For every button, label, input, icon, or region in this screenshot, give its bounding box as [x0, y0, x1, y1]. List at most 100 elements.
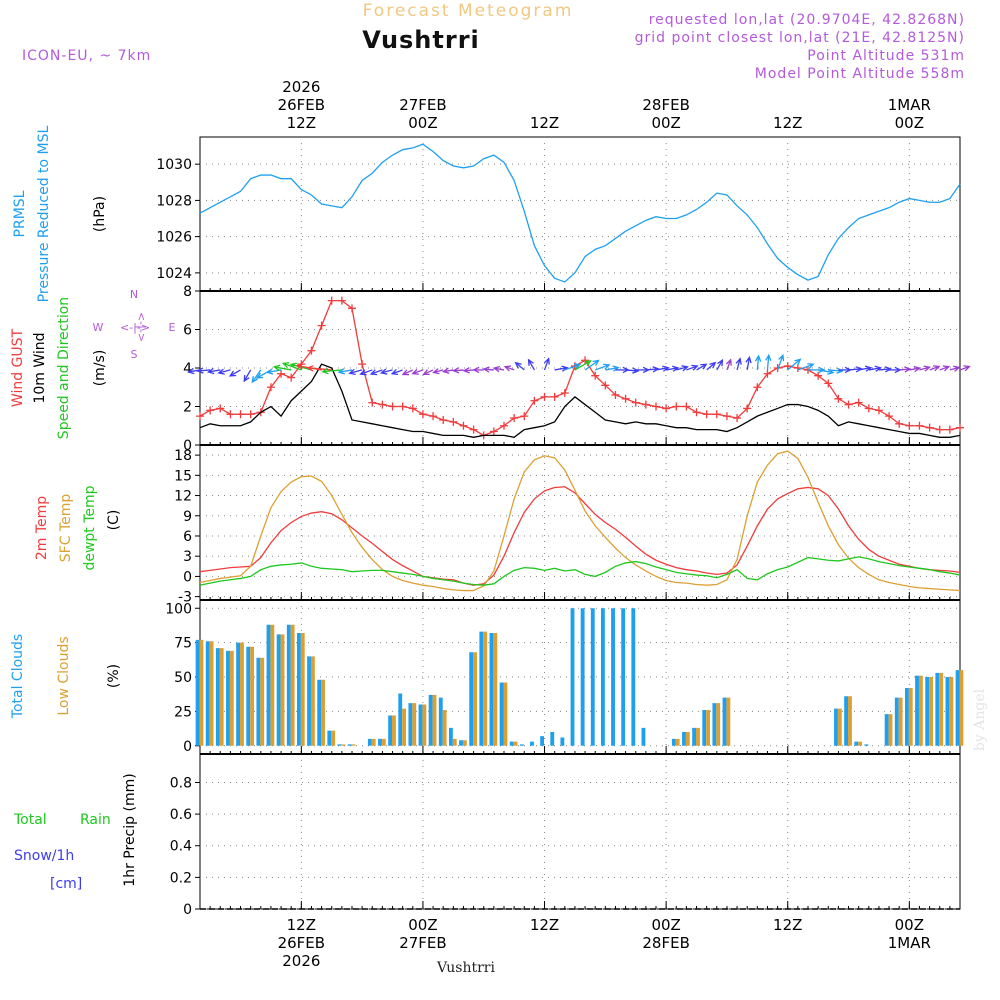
model-label: ICON-EU, ~ 7km	[22, 48, 151, 64]
low-clouds-bar	[848, 696, 852, 746]
wind-arrow	[858, 365, 873, 372]
wind-10m-label: 10m Wind	[32, 332, 48, 403]
wind-arrow	[411, 368, 424, 375]
total-clouds-bar	[712, 703, 717, 746]
wind-arrow-head	[482, 366, 490, 373]
total-clouds-bar	[428, 694, 433, 746]
wind-arrow-head	[904, 366, 912, 373]
wind-gust-point	[692, 408, 701, 417]
total-clouds-bar	[226, 650, 230, 746]
wind-arrow-head	[452, 367, 460, 374]
bottom-time-label: 12Z	[773, 916, 802, 934]
precipitation-ytick-label: 0.4	[170, 839, 192, 855]
wind-gust-point	[449, 417, 458, 426]
pressure-msl-label: Pressure Reduced to MSL	[36, 125, 52, 302]
wind-gust-point	[327, 296, 336, 305]
wind-arrow-shaft	[564, 363, 581, 371]
wind-speed-dir-label: Speed and Direction	[56, 297, 72, 439]
wind-arrow-head	[923, 365, 931, 372]
low-clouds-bar	[341, 744, 346, 746]
wind-arrow-head	[672, 365, 680, 372]
low-clouds-bar	[381, 738, 386, 746]
total-clouds-bar	[894, 697, 899, 746]
wind-arrow-head	[228, 370, 237, 377]
wind-arrow	[899, 366, 912, 373]
low-clouds-bar	[219, 648, 224, 746]
location-title: Vushtrri	[362, 26, 480, 54]
wind-arrow	[462, 367, 474, 374]
temperature-ytick-label: 0	[183, 569, 192, 585]
bottom-time-label: 12Z	[530, 916, 559, 934]
low-clouds-bar	[432, 694, 437, 746]
wind-gust-point	[317, 321, 326, 330]
wind-gust-point	[885, 412, 894, 421]
wind-ytick-label: 2	[183, 400, 192, 416]
wind-arrow-head	[874, 365, 883, 372]
temp-panel-label: 2m Temp SFC Temp dewpt Temp (C)	[34, 485, 122, 570]
wind-arrow	[289, 362, 312, 371]
wind-panel-label: Wind GUST 10m Wind Speed and Direction (…	[10, 297, 108, 439]
wind-arrow-head	[725, 358, 732, 366]
wind-arrow-head	[422, 369, 430, 376]
wind-arrow-head	[401, 369, 410, 376]
wind-gust-point	[743, 404, 752, 413]
wind-arrow	[696, 363, 708, 371]
total-clouds-bar	[641, 727, 646, 746]
temperature-ytick-label: 9	[183, 509, 192, 525]
total-clouds-bar	[296, 633, 301, 746]
wind-arrow-head	[681, 365, 689, 372]
low-clouds-bar	[898, 697, 903, 746]
wind-arrow	[929, 365, 941, 372]
wind-arrow	[217, 368, 231, 375]
pressure-panel-label: PRMSL Pressure Reduced to MSL (hPa)	[12, 125, 108, 302]
wind-arrow-head	[932, 365, 941, 372]
wind-gust-point	[540, 392, 549, 401]
wind-arrow-head	[913, 365, 922, 373]
temp-dewpt-label: dewpt Temp	[82, 485, 98, 570]
footer-location: Vushtrri	[436, 960, 495, 976]
low-clouds-bar	[260, 657, 265, 746]
wind-arrow-head	[503, 365, 512, 372]
chart-marks: 102410261028103002468-303691215180255075…	[156, 78, 971, 970]
wind-arrow	[390, 369, 403, 376]
wind-gust-point	[489, 427, 498, 436]
wind-arrow-head	[652, 366, 660, 373]
total-clouds-bar	[205, 641, 210, 746]
precipitation-frame	[199, 753, 961, 910]
wind-gust-point	[814, 371, 823, 380]
wind-arrow-shaft	[959, 365, 970, 371]
wind-arrow-shaft	[756, 355, 760, 370]
wind-arrow-head	[612, 365, 620, 372]
total-clouds-bar	[408, 703, 413, 746]
temperature-panel: -3 0 3 6 9 12 15 18	[174, 444, 961, 606]
wind-arrow	[401, 369, 414, 376]
wind-gust-point	[510, 414, 519, 423]
wind-arrow-shaft	[625, 369, 639, 372]
wind-arrow-shaft	[433, 369, 444, 374]
top-time-label: 26FEB	[278, 96, 325, 114]
wind-arrow	[514, 361, 525, 371]
snow-unit-label: [cm]	[50, 876, 82, 892]
wind-arrow-head	[735, 357, 742, 365]
low-clouds-bar	[371, 738, 376, 746]
temp-2m-label: 2m Temp	[34, 496, 50, 560]
wind-arrow-shaft	[696, 363, 707, 371]
clouds-ytick-label: 100	[165, 601, 192, 617]
wind-gust-label: Wind GUST	[10, 328, 26, 407]
wind-arrow-shaft	[402, 369, 414, 376]
wind-arrow	[472, 366, 484, 374]
top-time-label: 1MAR	[888, 96, 931, 114]
gridpoint-coords: grid point closest lon,lat (21E, 42.8125…	[635, 30, 965, 46]
snow-label: Snow/1h	[14, 848, 74, 864]
wind-arrow-shaft	[283, 362, 302, 371]
wind-gust-point	[773, 364, 782, 372]
total-clouds-bar	[276, 634, 281, 746]
wind-arrow-head	[818, 366, 826, 374]
wind-arrow	[527, 358, 535, 371]
compass-w: W	[93, 321, 104, 334]
wind-gust-point	[641, 400, 650, 409]
prmsl-line	[199, 143, 961, 283]
wind-arrow	[243, 369, 252, 383]
total-clouds-bar	[438, 697, 443, 746]
wind-arrow	[828, 367, 844, 374]
